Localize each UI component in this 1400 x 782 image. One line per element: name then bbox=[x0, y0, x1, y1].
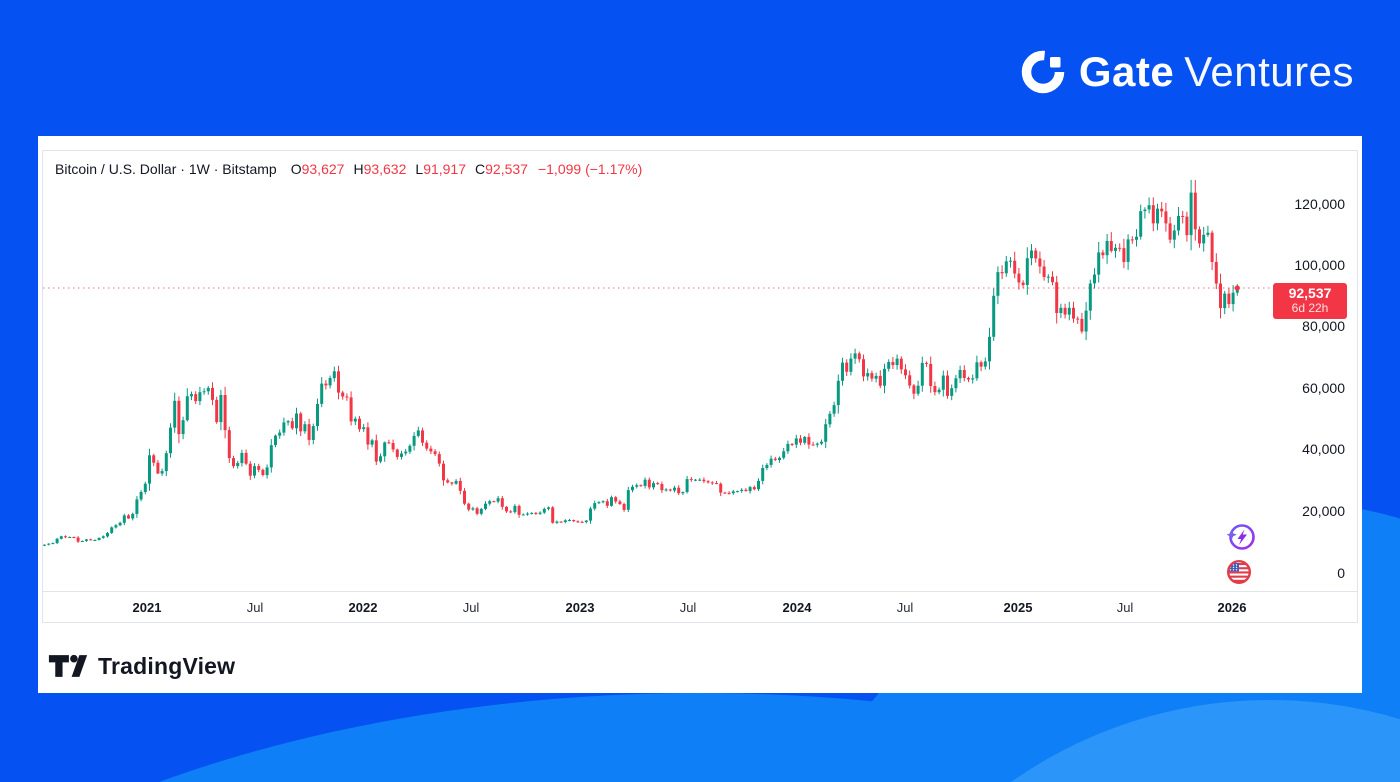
time-axis-label: 2023 bbox=[565, 600, 595, 615]
tradingview-logo-icon bbox=[48, 654, 88, 677]
tradingview-text: TradingView bbox=[98, 652, 236, 679]
spark-icon[interactable] bbox=[1223, 521, 1257, 560]
last-price-value: 92,537 bbox=[1288, 285, 1332, 301]
time-axis-label: 2021 bbox=[132, 600, 162, 615]
symbol-title: Bitcoin / U.S. Dollar · 1W · Bitstamp bbox=[55, 161, 277, 177]
price-axis-label: 20,000 bbox=[1302, 503, 1345, 519]
close-label: C bbox=[475, 161, 486, 177]
time-axis-label: Jul bbox=[462, 600, 480, 615]
price-axis-label: 60,000 bbox=[1302, 380, 1345, 396]
close-value: 92,537 bbox=[485, 161, 528, 177]
time-axis-label: 2024 bbox=[782, 600, 812, 615]
bar-countdown: 6d 22h bbox=[1291, 301, 1329, 315]
time-axis-label: Jul bbox=[246, 600, 264, 615]
candlestick-chart[interactable] bbox=[43, 151, 1357, 592]
low-value: 91,917 bbox=[423, 161, 467, 177]
brand-name-bold: Gate bbox=[1078, 48, 1175, 95]
price-axis-label: 40,000 bbox=[1302, 441, 1345, 457]
open-label: O bbox=[290, 161, 302, 177]
time-axis-label: 2025 bbox=[1003, 600, 1033, 615]
time-axis-label: Jul bbox=[1116, 600, 1134, 615]
price-axis-label: 120,000 bbox=[1294, 196, 1345, 212]
time-axis-label: Jul bbox=[896, 600, 914, 615]
brand-name-light: Ventures bbox=[1184, 48, 1354, 95]
open-value: 93,627 bbox=[301, 161, 345, 177]
price-axis-label: 80,000 bbox=[1302, 318, 1345, 334]
gate-ventures-logo: Gate Ventures bbox=[1019, 48, 1354, 96]
price-axis-label: 100,000 bbox=[1294, 257, 1345, 273]
time-axis-label: 2022 bbox=[348, 600, 378, 615]
time-axis-label: Jul bbox=[679, 600, 697, 615]
tradingview-attribution[interactable]: TradingView bbox=[48, 651, 235, 681]
time-axis-label: 2026 bbox=[1217, 600, 1247, 615]
price-axis-label: 0 bbox=[1337, 565, 1345, 581]
time-axis[interactable]: 2021 Jul 2022 Jul 2023 Jul 2024 Jul 2025 Jul 2026 bbox=[43, 591, 1357, 622]
high-value: 93,632 bbox=[363, 161, 407, 177]
high-label: H bbox=[353, 161, 364, 177]
gate-logo-icon bbox=[1021, 50, 1065, 94]
low-label: L bbox=[415, 161, 424, 177]
price-axis[interactable]: 120,000 100,000 80,000 60,000 40,000 20,000 0 bbox=[1255, 136, 1345, 609]
us-flag-icon[interactable] bbox=[1224, 557, 1254, 592]
last-price-label: 92,537 6d 22h bbox=[1273, 283, 1347, 319]
change-value: −1,099 (−1.17%) bbox=[537, 161, 643, 177]
